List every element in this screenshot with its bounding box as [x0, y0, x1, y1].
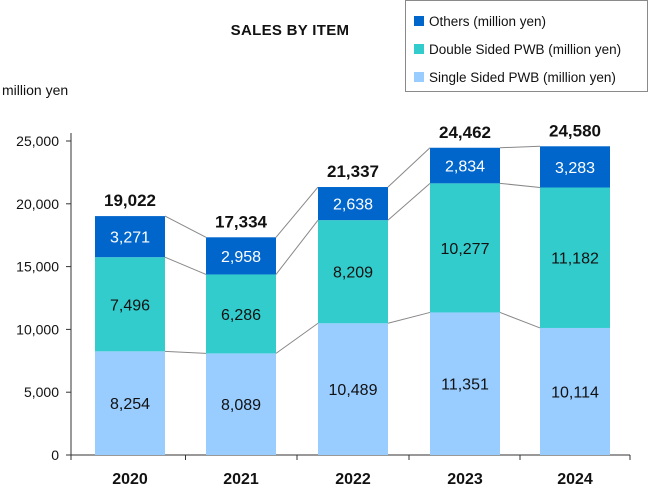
x-tick-label: 2023: [447, 471, 483, 488]
x-tick-label: 2024: [557, 471, 593, 488]
bar-segment: [430, 312, 500, 455]
bar-segment: [540, 327, 610, 455]
total-label: 24,580: [549, 121, 601, 140]
y-tick-label: 20,000: [16, 196, 59, 212]
data-label: 8,209: [333, 265, 373, 282]
bar-segment: [318, 323, 388, 455]
connector-line: [387, 182, 431, 221]
bar-segment: [206, 237, 276, 275]
y-tick-label: 0: [51, 447, 59, 463]
bar-segment: [206, 274, 276, 354]
data-label: 2,638: [333, 197, 373, 214]
connector-line: [164, 256, 207, 275]
legend-item-others: Others (million yen): [414, 7, 647, 35]
connector-line: [275, 219, 319, 275]
x-tick-label: 2021: [223, 471, 259, 488]
bar-segment: [95, 216, 165, 258]
data-label: 3,271: [110, 230, 150, 247]
total-label: 24,462: [439, 123, 491, 142]
bar-segment: [318, 220, 388, 324]
y-tick-label: 5,000: [24, 384, 59, 400]
bar-segment: [430, 183, 500, 313]
data-label: 2,834: [445, 159, 485, 176]
bar-segment: [540, 146, 610, 188]
bar-segment: [95, 257, 165, 352]
connector-line: [275, 186, 319, 238]
connector-line: [499, 145, 541, 149]
connector-line: [275, 322, 319, 354]
connector-line: [164, 215, 207, 238]
connector-line: [387, 311, 431, 324]
legend-item-double-sided: Double Sided PWB (million yen): [414, 35, 647, 63]
y-tick-label: 10,000: [16, 321, 59, 337]
connector-line: [499, 311, 541, 329]
total-label: 17,334: [215, 212, 268, 231]
legend: Others (million yen) Double Sided PWB (m…: [405, 0, 648, 92]
y-axis-unit-label: million yen: [2, 82, 69, 98]
bar-segment: [318, 187, 388, 221]
x-tick-label: 2022: [335, 471, 371, 488]
chart-title: SALES BY ITEM: [230, 22, 350, 39]
legend-swatch-single-sided: [414, 72, 424, 82]
connector-line: [164, 350, 207, 354]
connector-line: [499, 182, 541, 189]
total-label: 19,022: [104, 191, 156, 210]
y-tick-label: 15,000: [16, 259, 59, 275]
connector-line: [387, 147, 431, 188]
legend-swatch-others: [414, 16, 424, 26]
data-label: 11,182: [551, 251, 599, 268]
bar-segment: [430, 147, 500, 184]
y-tick-label: 25,000: [16, 133, 59, 149]
data-label: 11,351: [441, 377, 489, 394]
data-label: 3,283: [555, 160, 595, 177]
total-label: 21,337: [327, 162, 379, 181]
data-label: 10,114: [551, 384, 599, 401]
legend-swatch-double-sided: [414, 44, 424, 54]
bar-segment: [206, 353, 276, 455]
data-label: 2,958: [221, 249, 261, 266]
bar-segment: [95, 351, 165, 455]
data-label: 8,089: [221, 397, 261, 414]
data-label: 6,286: [221, 307, 261, 324]
data-label: 8,254: [110, 396, 150, 413]
legend-label-others: Others (million yen): [429, 13, 547, 29]
x-tick-label: 2020: [112, 471, 148, 488]
bar-segment: [540, 187, 610, 328]
data-label: 10,489: [329, 382, 378, 399]
legend-label-single-sided: Single Sided PWB (million yen): [429, 69, 616, 85]
data-label: 10,277: [441, 241, 490, 258]
legend-label-double-sided: Double Sided PWB (million yen): [429, 41, 622, 57]
data-label: 7,496: [110, 297, 150, 314]
legend-item-single-sided: Single Sided PWB (million yen): [414, 63, 647, 91]
